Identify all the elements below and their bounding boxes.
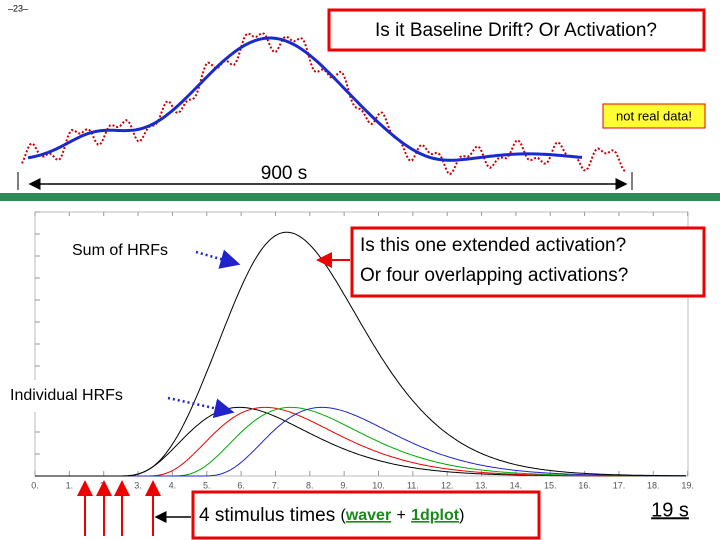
title: Is it Baseline Drift? Or Activation? bbox=[375, 20, 657, 41]
page-number: –23– bbox=[8, 3, 28, 13]
note-box bbox=[602, 103, 706, 129]
x-tick-label: 14. bbox=[510, 480, 523, 490]
x-tick-label: 0. bbox=[31, 480, 39, 490]
span-label: 19 s bbox=[651, 499, 689, 521]
title-box bbox=[327, 8, 706, 52]
x-tick-label: 9. bbox=[340, 480, 348, 490]
caption-close: ) bbox=[459, 507, 464, 524]
x-tick-label: 10. bbox=[372, 480, 385, 490]
x-tick-label: 5. bbox=[203, 480, 211, 490]
x-tick-label: 12. bbox=[441, 480, 454, 490]
individual-label: Individual HRFs bbox=[10, 387, 123, 404]
x-tick-label: 19. bbox=[681, 480, 694, 490]
x-tick-label: 1. bbox=[66, 480, 74, 490]
x-tick-label: 6. bbox=[237, 480, 245, 490]
bottom-plot: 0.1.2.3.4.5.6.7.8.9.10.11.12.13.14.15.16… bbox=[31, 211, 694, 490]
caption-open: ( bbox=[340, 507, 346, 524]
caption-box bbox=[191, 490, 541, 540]
caption-link[interactable]: waver bbox=[345, 507, 391, 524]
question-line: Is this one extended activation? bbox=[360, 235, 626, 256]
top-plot bbox=[21, 32, 627, 176]
x-tick-label: 8. bbox=[306, 480, 314, 490]
x-tick-label: 17. bbox=[613, 480, 626, 490]
note: not real data! bbox=[616, 108, 692, 123]
x-tick-label: 13. bbox=[475, 480, 488, 490]
question-box bbox=[350, 226, 706, 298]
caption-text: 4 stimulus times bbox=[199, 505, 335, 526]
sum-hrf bbox=[35, 231, 686, 477]
x-tick-label: 4. bbox=[169, 480, 177, 490]
pointer bbox=[195, 249, 241, 269]
x-tick-label: 3. bbox=[134, 480, 142, 490]
sum-label: Sum of HRFs bbox=[72, 242, 168, 259]
x-tick-label: 11. bbox=[407, 480, 419, 490]
duration-label: 900 s bbox=[261, 163, 307, 184]
smooth-signal bbox=[27, 36, 583, 162]
x-tick-label: 18. bbox=[647, 480, 660, 490]
caption-link[interactable]: 1dplot bbox=[411, 507, 460, 524]
x-tick-label: 7. bbox=[272, 480, 280, 490]
caption-plus: + bbox=[396, 507, 405, 524]
x-tick-label: 16. bbox=[578, 480, 591, 490]
individual-hrf bbox=[35, 406, 686, 477]
pointer bbox=[167, 396, 235, 419]
divider bbox=[0, 193, 720, 201]
x-tick-label: 15. bbox=[544, 480, 557, 490]
caption: 4 stimulus times (waver + 1dplot) bbox=[199, 505, 464, 526]
noisy-signal bbox=[21, 32, 627, 176]
label-bg bbox=[0, 380, 172, 412]
question-line: Or four overlapping activations? bbox=[360, 265, 628, 286]
